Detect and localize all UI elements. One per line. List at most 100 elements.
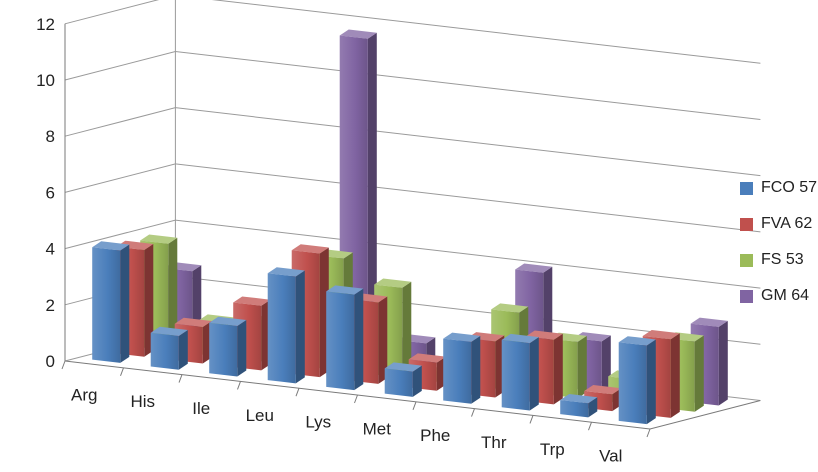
bar-side xyxy=(646,339,656,425)
bar-top xyxy=(291,244,329,254)
bar-fco-57-val xyxy=(618,336,656,425)
x-tick-label: Met xyxy=(363,419,392,438)
legend-label: GM 64 xyxy=(761,287,810,304)
bar-side xyxy=(471,335,481,404)
x-tick-label: Trp xyxy=(540,440,565,459)
legend-item: GM 64 xyxy=(740,278,817,314)
bar-top xyxy=(233,296,271,306)
bar-side xyxy=(670,333,680,418)
bar-top xyxy=(443,332,481,342)
bar-side xyxy=(367,32,377,365)
x-tick xyxy=(354,394,358,404)
bar-top xyxy=(501,333,539,344)
bar-top xyxy=(384,362,422,372)
bar-top xyxy=(515,263,553,273)
bar-fco-57-leu xyxy=(267,267,305,384)
legend-swatch xyxy=(740,217,753,231)
bar-front xyxy=(267,273,296,384)
bar-fco-57-lys xyxy=(326,285,364,391)
x-tick xyxy=(471,408,475,417)
bar-side xyxy=(144,243,154,357)
bar-fco-57-trp xyxy=(560,394,598,418)
x-tick-label: Val xyxy=(599,447,622,466)
bar-top xyxy=(209,316,247,326)
legend-label: FVA 62 xyxy=(761,215,813,232)
legend-swatch xyxy=(740,253,753,267)
x-tick xyxy=(120,367,124,376)
bar-side xyxy=(718,320,728,406)
bar-front xyxy=(326,291,355,391)
bar-front xyxy=(618,342,647,425)
x-tick xyxy=(588,422,592,431)
bar-fco-57-met xyxy=(384,362,422,397)
bar-front xyxy=(92,247,121,363)
labels: 0 2 4 6 8 10 12 Arg His Ile Leu Lys Met Phe Thr Trp Val xyxy=(36,15,622,466)
bar-top xyxy=(491,303,529,313)
legend-item: FCO 57 xyxy=(740,170,817,206)
bar-front xyxy=(150,332,179,370)
x-tick xyxy=(529,415,534,424)
bar-top xyxy=(339,29,377,39)
x-tick xyxy=(412,401,417,410)
bar-side xyxy=(694,335,704,412)
legend-swatch xyxy=(740,181,753,195)
y-tick-label: 4 xyxy=(46,240,55,259)
bar-front xyxy=(501,339,530,411)
y-tick-label: 10 xyxy=(36,71,55,90)
legend-label: FS 53 xyxy=(761,251,804,268)
bar-side xyxy=(529,337,539,411)
x-tick xyxy=(295,388,300,397)
x-tick xyxy=(178,374,183,383)
bar-top xyxy=(174,317,212,328)
x-tick-label: Ile xyxy=(192,399,210,418)
bar-side xyxy=(168,237,178,351)
bar-side xyxy=(412,365,422,397)
bar-top xyxy=(408,353,446,363)
bar-top xyxy=(560,394,598,404)
y-tick-label: 2 xyxy=(46,296,55,315)
legend-item: FVA 62 xyxy=(740,206,817,242)
bar-side xyxy=(577,335,587,399)
x-tick-label: Leu xyxy=(246,406,274,425)
bar-top xyxy=(584,385,622,395)
bar-front xyxy=(209,322,238,377)
bar-fco-57-his xyxy=(150,326,188,370)
bar-top xyxy=(267,267,305,277)
x-tick xyxy=(646,428,651,438)
bar-fco-57-thr xyxy=(501,333,539,411)
bar-front xyxy=(443,338,472,404)
bar-side xyxy=(178,330,188,370)
bar-side xyxy=(553,333,563,405)
bar-top xyxy=(150,326,188,337)
bar-fco-57-phe xyxy=(443,332,481,404)
bar-side xyxy=(354,288,364,391)
bar-front xyxy=(560,400,589,418)
x-tick-label: Arg xyxy=(71,385,97,404)
y-tick-label: 6 xyxy=(46,183,55,202)
bar-top xyxy=(642,329,680,340)
bar-fco-57-ile xyxy=(209,316,247,377)
bar-side xyxy=(120,244,130,363)
bar-fco-57-arg xyxy=(92,241,130,363)
x-tick xyxy=(61,360,66,370)
bar-top xyxy=(618,336,656,346)
y-tick-label: 0 xyxy=(46,352,55,371)
bar-top xyxy=(92,241,130,251)
bar-front xyxy=(384,368,413,397)
bar-top xyxy=(690,317,728,327)
bars xyxy=(92,29,728,425)
bar-side xyxy=(295,270,305,384)
legend: FCO 57 FVA 62 FS 53 GM 64 xyxy=(740,170,817,314)
legend-swatch xyxy=(740,289,753,303)
legend-label: FCO 57 xyxy=(761,179,818,196)
legend-item: FS 53 xyxy=(740,242,817,278)
bar-top xyxy=(140,234,178,244)
x-tick-label: Lys xyxy=(305,413,331,432)
gridline xyxy=(64,0,761,64)
bar-top xyxy=(374,278,412,288)
x-tick-label: Thr xyxy=(481,433,507,452)
x-tick xyxy=(237,381,241,390)
bar-side xyxy=(237,319,247,377)
